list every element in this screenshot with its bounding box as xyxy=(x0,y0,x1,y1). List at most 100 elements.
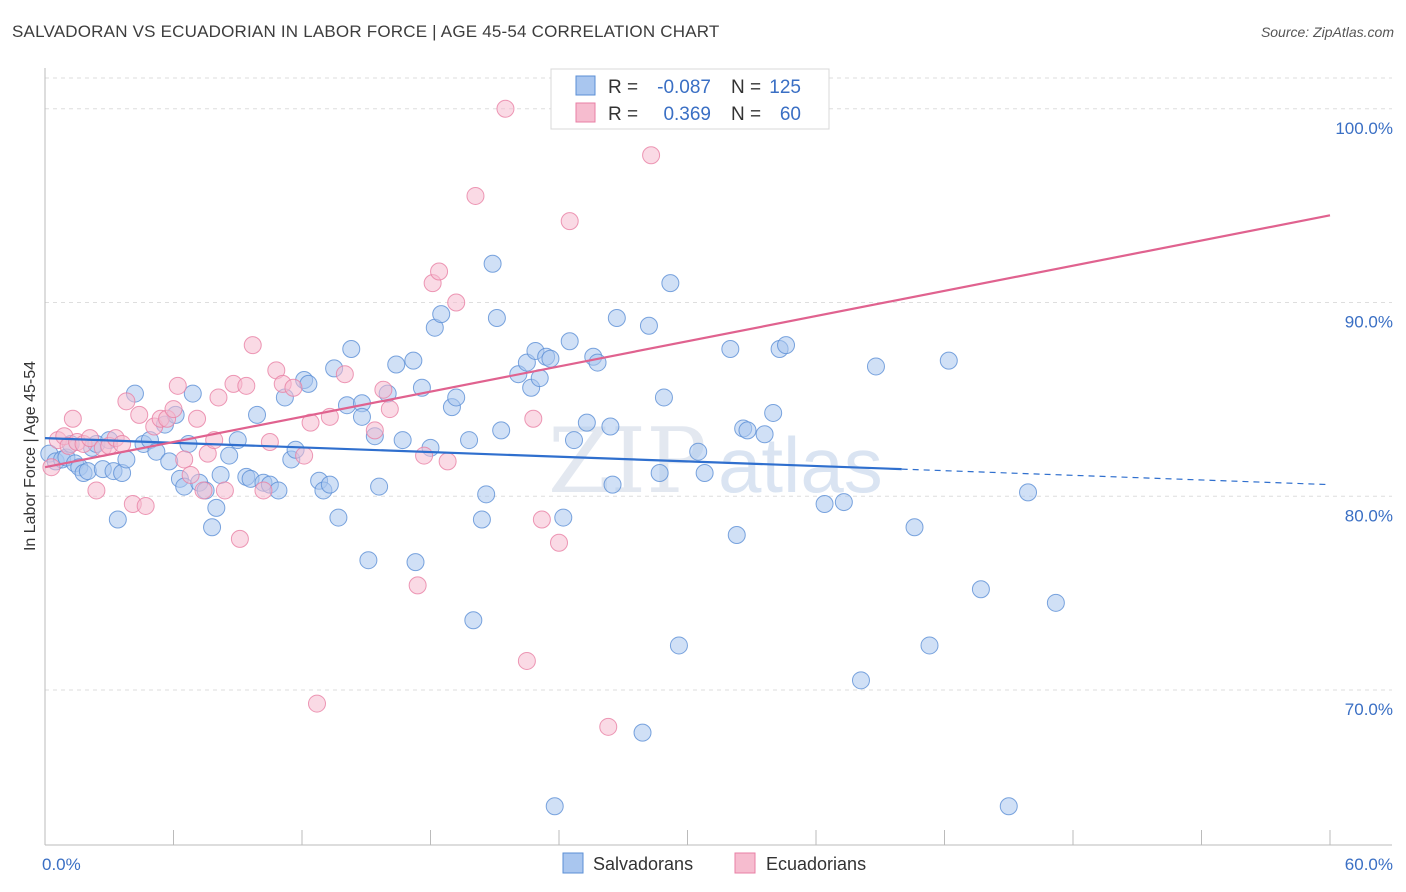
source-credit: Source: ZipAtlas.com xyxy=(1260,24,1394,40)
point-ecuadorians xyxy=(130,405,149,424)
legend-n-value-ecuadorians: 60 xyxy=(780,104,801,125)
bottom-legend-swatch-ecuadorians xyxy=(734,852,756,874)
series-ecuadorians xyxy=(42,99,667,736)
point-salvadorans xyxy=(387,355,406,374)
point-ecuadorians xyxy=(408,576,427,595)
point-ecuadorians xyxy=(260,433,279,451)
y-tick-label: 70.0% xyxy=(1345,700,1393,719)
point-salvadorans xyxy=(337,396,356,415)
series-salvadorans xyxy=(40,254,1065,816)
trend-line-extension-salvadorans xyxy=(901,468,1331,486)
point-ecuadorians xyxy=(175,450,194,469)
legend-r-label-ecuadorians: R = xyxy=(608,104,638,125)
legend-n-label-ecuadorians: N = xyxy=(731,104,761,125)
point-salvadorans xyxy=(359,551,378,570)
point-salvadorans xyxy=(1019,483,1038,502)
point-salvadorans xyxy=(329,508,348,527)
point-salvadorans xyxy=(299,374,318,393)
point-salvadorans xyxy=(211,465,230,484)
y-tick-label: 90.0% xyxy=(1345,313,1393,332)
point-salvadorans xyxy=(607,309,626,327)
point-salvadorans xyxy=(939,351,958,370)
point-salvadorans xyxy=(639,316,658,335)
point-ecuadorians xyxy=(63,409,82,428)
legend-r-value-salvadorans: -0.087 xyxy=(657,77,711,98)
point-salvadorans xyxy=(815,495,834,513)
point-salvadorans xyxy=(834,493,853,512)
point-salvadorans xyxy=(220,446,239,465)
point-salvadorans xyxy=(460,431,479,450)
point-salvadorans xyxy=(695,464,714,482)
point-salvadorans xyxy=(464,611,483,630)
point-ecuadorians xyxy=(430,262,449,281)
point-ecuadorians xyxy=(517,651,536,670)
legend-swatch-salvadorans xyxy=(575,75,596,96)
legend-box: R = -0.087 N = 125 R = 0.369 N = 60 xyxy=(550,68,830,130)
trend-line-salvadorans xyxy=(44,437,902,471)
point-salvadorans xyxy=(851,671,870,690)
trend-line-ecuadorians xyxy=(44,214,1331,469)
point-salvadorans xyxy=(971,580,990,599)
point-salvadorans xyxy=(352,407,371,426)
legend-r-value-ecuadorians: 0.369 xyxy=(663,104,711,125)
point-ecuadorians xyxy=(117,392,136,411)
chart-title: SALVADORAN VS ECUADORIAN IN LABOR FORCE … xyxy=(12,22,720,41)
point-salvadorans xyxy=(406,553,425,572)
point-salvadorans xyxy=(920,636,939,655)
point-salvadorans xyxy=(560,332,579,351)
point-salvadorans xyxy=(633,723,652,742)
point-salvadorans xyxy=(78,462,97,481)
y-tick-label: 80.0% xyxy=(1345,506,1393,525)
point-salvadorans xyxy=(492,421,511,440)
point-ecuadorians xyxy=(447,293,466,312)
point-ecuadorians xyxy=(136,496,155,515)
y-tick-label: 100.0% xyxy=(1335,119,1393,138)
legend-n-label-salvadorans: N = xyxy=(731,77,761,98)
point-ecuadorians xyxy=(237,376,256,395)
point-salvadorans xyxy=(160,452,179,471)
point-salvadorans xyxy=(370,477,389,496)
point-salvadorans xyxy=(727,526,746,544)
point-ecuadorians xyxy=(466,186,485,205)
legend-swatch-ecuadorians xyxy=(575,102,596,123)
point-salvadorans xyxy=(545,797,564,816)
legend-n-value-salvadorans: 125 xyxy=(769,77,801,98)
point-salvadorans xyxy=(777,336,796,355)
point-salvadorans xyxy=(738,421,757,440)
point-ecuadorians xyxy=(188,409,207,428)
x-tick-label-max: 60.0% xyxy=(1345,855,1393,874)
point-ecuadorians xyxy=(42,458,61,477)
trend-lines xyxy=(44,214,1331,486)
point-salvadorans xyxy=(487,309,506,327)
point-ecuadorians xyxy=(80,429,99,448)
point-ecuadorians xyxy=(243,336,262,355)
point-salvadorans xyxy=(432,305,451,324)
point-ecuadorians xyxy=(254,481,273,500)
point-ecuadorians xyxy=(164,400,183,419)
point-salvadorans xyxy=(483,254,502,273)
point-ecuadorians xyxy=(284,378,303,397)
point-ecuadorians xyxy=(87,481,106,500)
point-ecuadorians xyxy=(380,400,399,419)
point-salvadorans xyxy=(183,384,202,403)
point-salvadorans xyxy=(661,274,680,293)
point-salvadorans xyxy=(1046,593,1065,612)
point-salvadorans xyxy=(669,636,688,655)
point-salvadorans xyxy=(654,388,673,407)
point-ecuadorians xyxy=(560,212,579,231)
point-salvadorans xyxy=(477,485,496,504)
point-ecuadorians xyxy=(438,452,457,471)
point-ecuadorians xyxy=(496,99,515,118)
point-salvadorans xyxy=(541,349,560,368)
point-salvadorans xyxy=(577,413,596,432)
bottom-legend-swatch-salvadorans xyxy=(562,852,584,874)
point-salvadorans xyxy=(650,464,669,482)
point-salvadorans xyxy=(207,498,226,517)
point-salvadorans xyxy=(603,475,622,494)
point-salvadorans xyxy=(248,405,267,424)
point-salvadorans xyxy=(554,508,573,527)
point-ecuadorians xyxy=(550,533,568,552)
x-tick-label-min: 0.0% xyxy=(42,855,81,874)
point-salvadorans xyxy=(320,475,339,494)
